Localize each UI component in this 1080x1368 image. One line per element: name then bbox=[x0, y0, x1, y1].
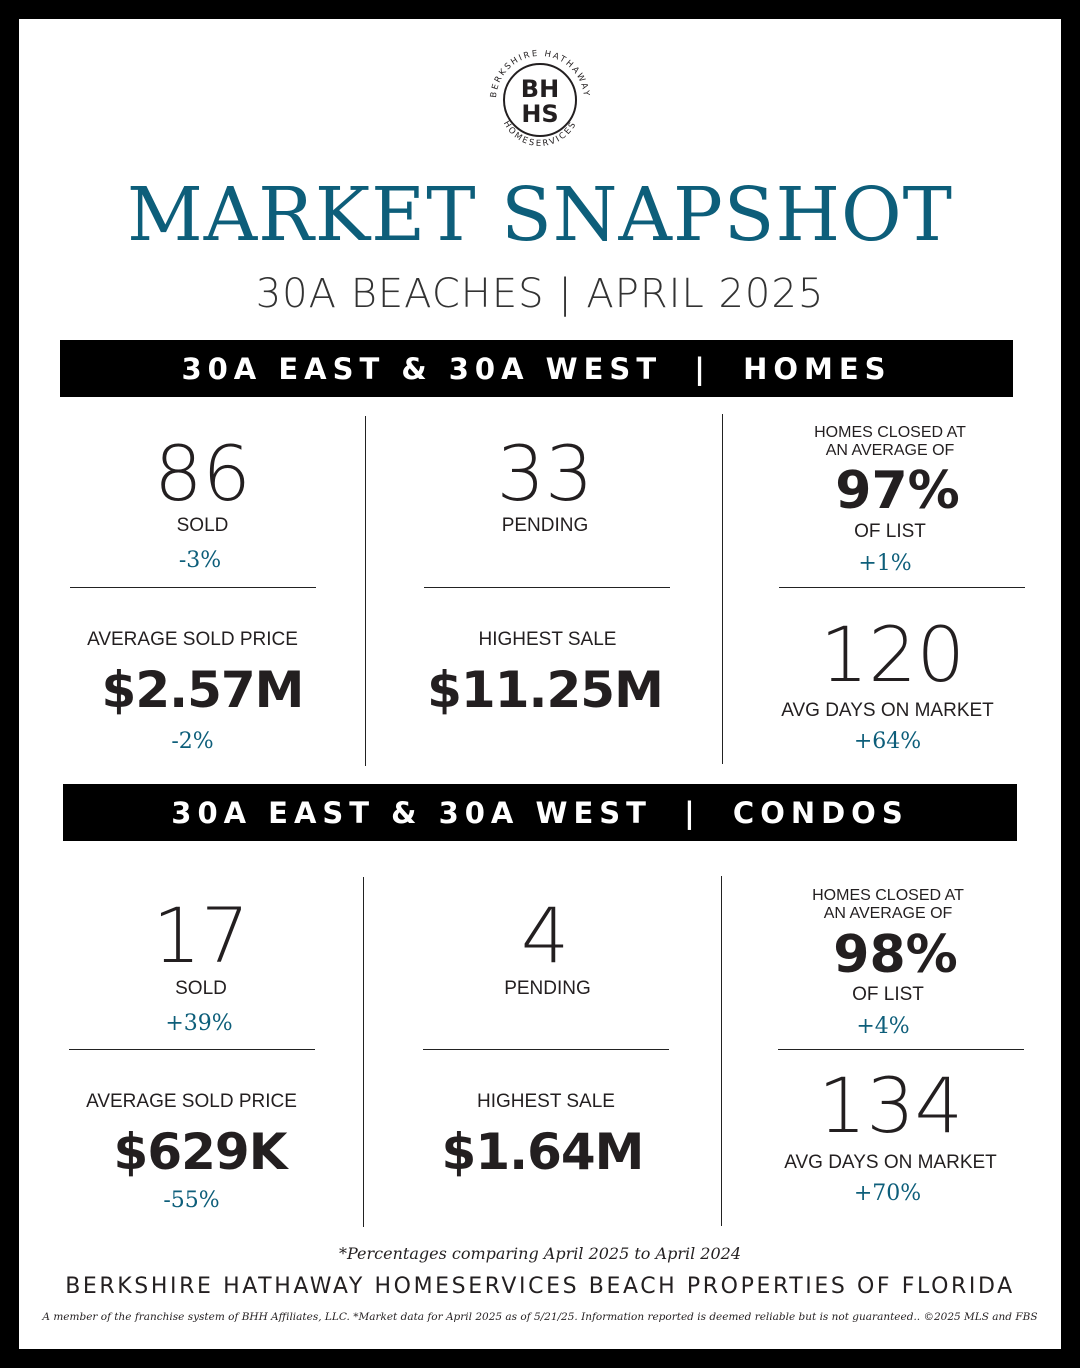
condos-banner: 30A EAST & 30A WEST | CONDOS bbox=[63, 784, 1017, 841]
condos-list-ratio-change: +4% bbox=[856, 1014, 910, 1039]
homes-list-ratio-change: +1% bbox=[858, 551, 912, 576]
homes-dom-change: +64% bbox=[853, 729, 922, 754]
page-title: MARKET SNAPSHOT bbox=[126, 172, 954, 258]
bhhs-logo: BERKSHIRE HATHAWAY HOMESERVICES BH HS bbox=[480, 40, 600, 160]
company-name: BERKSHIRE HATHAWAY HOMESERVICES BEACH PR… bbox=[65, 1274, 1015, 1299]
logo-mark-line2: HS bbox=[521, 100, 558, 128]
homes-avg-price-value: $2.57M bbox=[101, 661, 305, 719]
condos-divider-1 bbox=[363, 877, 364, 1227]
homes-list-ratio-value: 97% bbox=[835, 461, 960, 521]
homes-pending-value: 33 bbox=[496, 429, 594, 518]
disclaimer: A member of the franchise system of BHH … bbox=[42, 1311, 1038, 1323]
homes-banner: 30A EAST & 30A WEST | HOMES bbox=[60, 340, 1013, 397]
homes-sold-stat: 86 bbox=[70, 432, 335, 516]
condos-pending-stat: 4 bbox=[420, 894, 670, 978]
condos-sold-stat: 17 bbox=[70, 894, 332, 978]
logo-mark-line1: BH bbox=[521, 75, 559, 103]
homes-dom-value: 120 bbox=[819, 610, 966, 699]
homes-highest-label: HIGHEST SALE bbox=[478, 629, 617, 650]
condos-sold-change: +39% bbox=[165, 1011, 233, 1036]
condos-dom-label: AVG DAYS ON MARKET bbox=[784, 1152, 997, 1173]
condos-sold-label: SOLD bbox=[175, 978, 227, 999]
bhhs-seal-icon: BERKSHIRE HATHAWAY HOMESERVICES BH HS bbox=[489, 49, 589, 149]
condos-list-ratio-label: OF LIST bbox=[852, 984, 924, 1005]
footnote: *Percentages comparing April 2025 to Apr… bbox=[338, 1244, 742, 1263]
condos-rule-1 bbox=[69, 1049, 315, 1050]
condos-list-intro-1: HOMES CLOSED AT bbox=[812, 887, 964, 904]
condos-pending-value: 4 bbox=[520, 891, 570, 980]
condos-sold-value: 17 bbox=[152, 891, 250, 980]
homes-rule-3 bbox=[779, 587, 1025, 588]
homes-avg-price-change: -2% bbox=[171, 729, 214, 754]
condos-rule-2 bbox=[423, 1049, 669, 1050]
condos-avg-price-value: $629K bbox=[113, 1123, 288, 1181]
homes-avg-price-label: AVERAGE SOLD PRICE bbox=[87, 629, 298, 650]
homes-dom-stat: 120 bbox=[765, 613, 1020, 697]
condos-list-ratio-value: 98% bbox=[833, 925, 958, 985]
homes-rule-1 bbox=[70, 587, 316, 588]
condos-dom-value: 134 bbox=[817, 1061, 964, 1150]
homes-list-intro-1: HOMES CLOSED AT bbox=[814, 424, 966, 441]
page-subtitle: 30A BEACHES | APRIL 2025 bbox=[255, 271, 825, 317]
homes-highest-value: $11.25M bbox=[427, 661, 664, 719]
condos-rule-3 bbox=[778, 1049, 1024, 1050]
homes-dom-label: AVG DAYS ON MARKET bbox=[781, 700, 994, 721]
condos-list-intro-2: AN AVERAGE OF bbox=[823, 905, 953, 922]
condos-avg-price-label: AVERAGE SOLD PRICE bbox=[86, 1091, 297, 1112]
homes-pending-stat: 33 bbox=[420, 432, 670, 516]
condos-avg-price-change: -55% bbox=[163, 1188, 220, 1213]
condos-highest-value: $1.64M bbox=[441, 1123, 645, 1181]
homes-pending-label: PENDING bbox=[501, 515, 589, 536]
page bbox=[19, 19, 1061, 1349]
homes-sold-change: -3% bbox=[178, 548, 222, 573]
condos-divider-2 bbox=[721, 876, 722, 1226]
homes-sold-value: 86 bbox=[154, 429, 251, 518]
condos-pending-label: PENDING bbox=[504, 978, 591, 999]
condos-dom-change: +70% bbox=[853, 1181, 922, 1206]
homes-list-ratio-label: OF LIST bbox=[854, 521, 926, 542]
homes-divider-1 bbox=[365, 416, 366, 766]
condos-highest-label: HIGHEST SALE bbox=[477, 1091, 615, 1112]
homes-rule-2 bbox=[424, 587, 670, 588]
homes-list-intro-2: AN AVERAGE OF bbox=[825, 442, 955, 459]
condos-dom-stat: 134 bbox=[763, 1064, 1018, 1148]
homes-divider-2 bbox=[722, 414, 723, 764]
homes-sold-label: SOLD bbox=[176, 515, 229, 536]
